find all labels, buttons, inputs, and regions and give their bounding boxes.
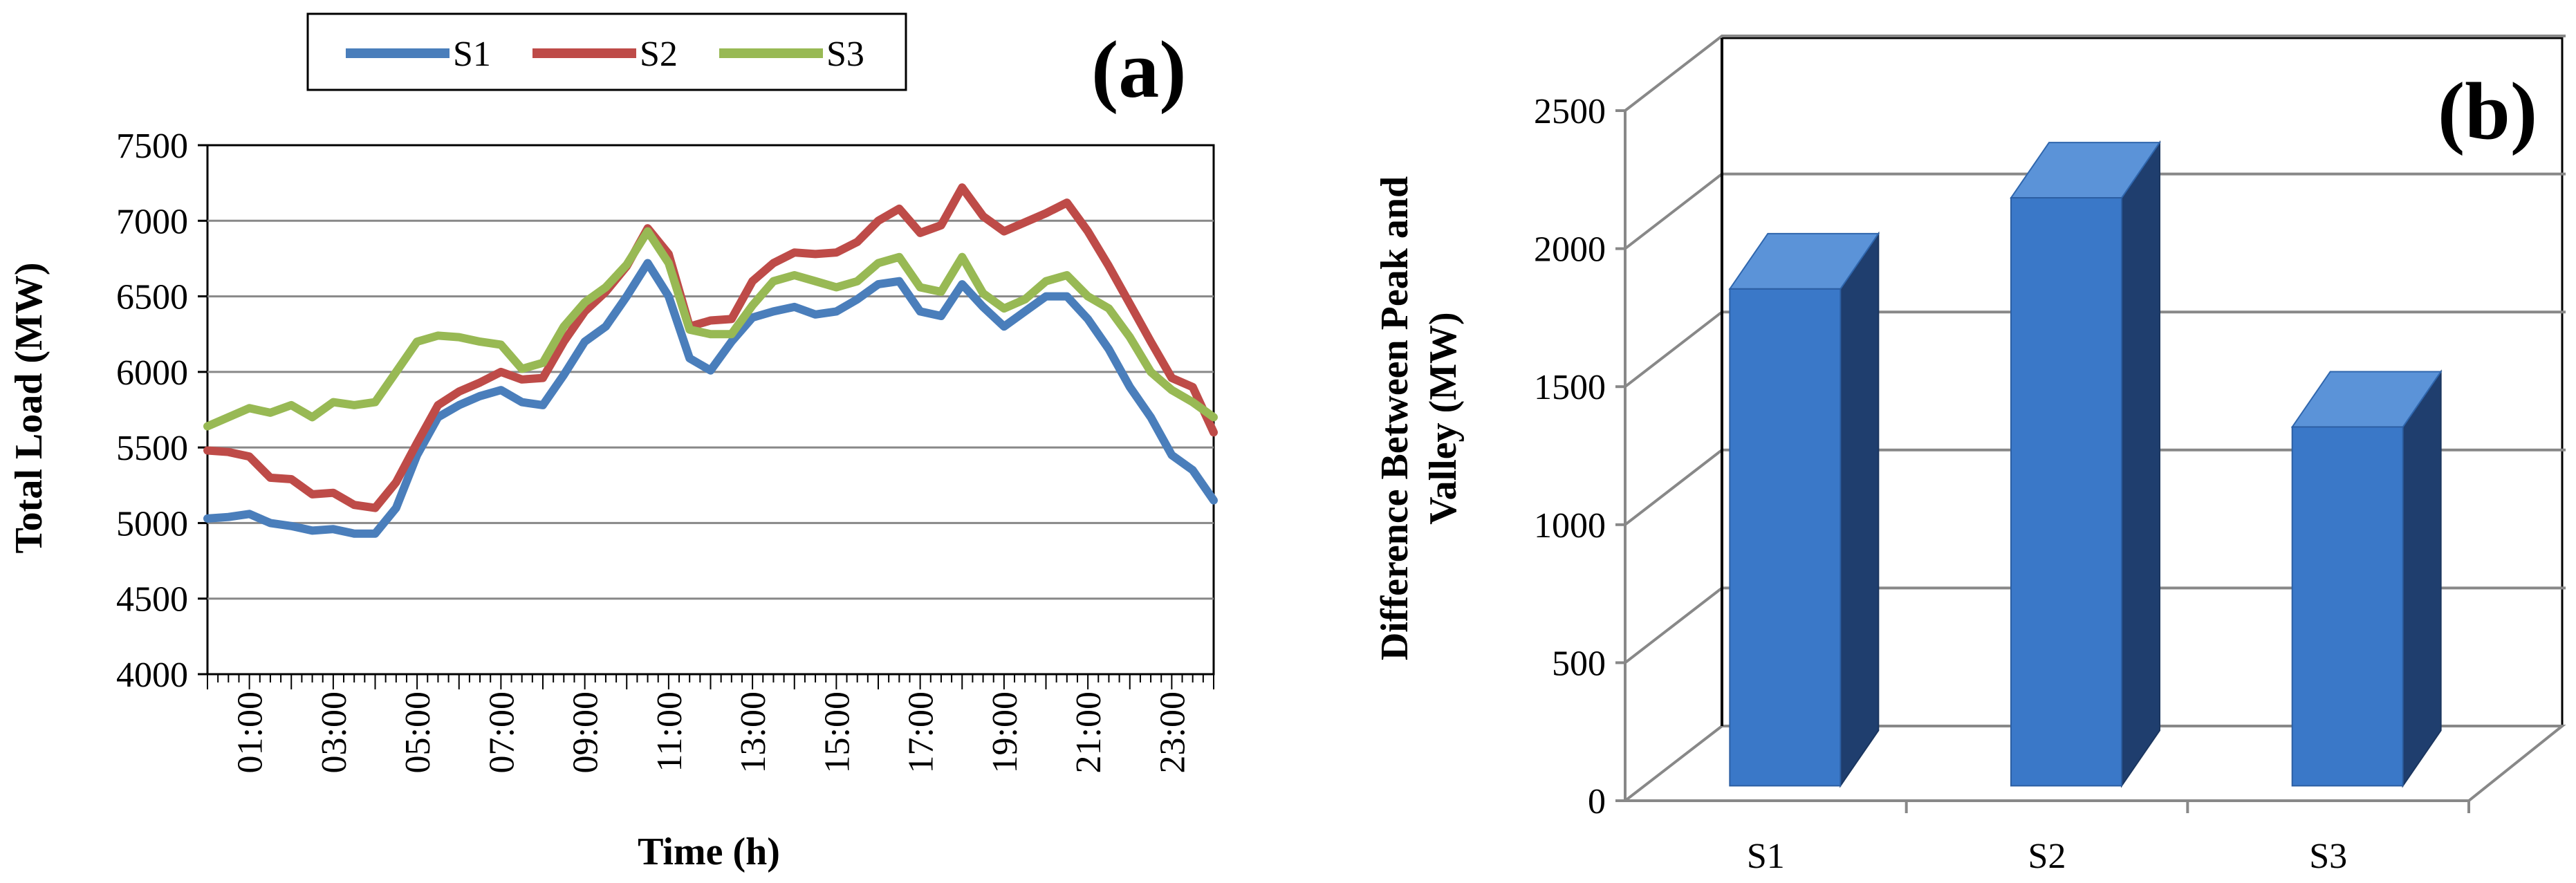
- x-tick-label: 11:00: [650, 691, 689, 772]
- x-tick-marks: [1905, 801, 2470, 813]
- x-tick-label: 03:00: [315, 691, 354, 773]
- y-tick-label: 2500: [1534, 92, 1606, 131]
- bar-side-face: [2402, 369, 2442, 788]
- bar-front-face: [1729, 288, 1842, 787]
- x-axis-title: Time (h): [638, 830, 780, 873]
- y-tick-label: 1000: [1534, 506, 1606, 546]
- x-tick-marks: [207, 674, 1214, 689]
- legend-label-s1: S1: [453, 35, 491, 74]
- y-tick-label: 500: [1552, 644, 1606, 683]
- x-tick-label: 17:00: [902, 691, 941, 773]
- x-tick-label: 07:00: [482, 691, 521, 773]
- y-tick-label: 1500: [1534, 368, 1606, 407]
- x-category-label: S2: [2028, 837, 2066, 876]
- x-tick-label: 19:00: [985, 691, 1025, 773]
- series-line-s3: [203, 227, 1218, 431]
- y-tick-label: 5000: [116, 504, 188, 543]
- x-tick-labels: 01:00 03:00 05:00 07:00 09:00 11:00 13:00 15:00…: [231, 691, 1193, 773]
- series-line-s1: [203, 259, 1218, 538]
- x-tick-label: 15:00: [817, 691, 857, 773]
- chart-legend: S1 S2 S3: [306, 12, 907, 91]
- x-tick-label: 01:00: [231, 691, 270, 773]
- bar-side-face: [1840, 231, 1880, 788]
- legend-label-s2: S2: [640, 35, 678, 74]
- legend-label-s3: S3: [826, 35, 864, 74]
- bar-side-face: [2121, 140, 2160, 788]
- y-axis-title-line-2: Valley (MW): [1422, 312, 1465, 524]
- bar-front-face: [2010, 197, 2122, 787]
- y-axis-title-line-1: Difference Between Peak and: [1373, 176, 1416, 660]
- y-gridlines: [207, 219, 1214, 600]
- bar-s1: [1728, 231, 1880, 788]
- y-tick-label: 4000: [116, 656, 188, 695]
- bar-front-face: [2291, 426, 2404, 787]
- y-tick-label: 6500: [116, 278, 188, 317]
- x-tick-label: 13:00: [734, 691, 773, 773]
- x-category-label: S1: [1747, 837, 1785, 876]
- y-tick-label: 2000: [1534, 230, 1606, 270]
- x-tick-label: 23:00: [1153, 691, 1192, 773]
- y-tick-label: 4500: [116, 580, 188, 620]
- panel-label-b: (b): [2438, 66, 2537, 156]
- y-tick-label: 7000: [116, 202, 188, 241]
- y-tick-label: 6000: [116, 353, 188, 393]
- bar-s3: [2290, 369, 2443, 788]
- gridline: [1624, 35, 2566, 112]
- series-lines: [203, 183, 1218, 538]
- y-tick-label: 0: [1588, 782, 1606, 821]
- panel-label-a: (a): [1091, 24, 1187, 115]
- y-tick-labels: 0 500 1000 1500 2000 2500: [1534, 92, 1625, 821]
- x-category-label: S3: [2309, 837, 2347, 876]
- x-tick-label: 21:00: [1069, 691, 1109, 773]
- y-axis-title: Total Load (MW): [8, 262, 50, 553]
- y-tick-label: 7500: [116, 127, 188, 166]
- series-line-s2: [203, 183, 1218, 512]
- line-chart-panel: S1 S2 S3 (a) 4000 4500 5000 5500 6000 6500 700…: [8, 12, 1218, 873]
- x-tick-label: 09:00: [566, 691, 606, 773]
- bar-s2: [2010, 140, 2161, 788]
- bars: [1728, 140, 2443, 788]
- bar-chart-panel: 0 500 1000 1500 2000 2500 S1 S2 S3 (b) Differen…: [1373, 35, 2566, 876]
- x-tick-label: 05:00: [398, 691, 438, 773]
- x-category-labels: S1 S2 S3: [1747, 837, 2347, 876]
- plot-area: [206, 144, 1215, 676]
- y-tick-label: 5500: [116, 429, 188, 468]
- y-tick-labels: 4000 4500 5000 5500 6000 6500 7000 7500: [116, 127, 207, 695]
